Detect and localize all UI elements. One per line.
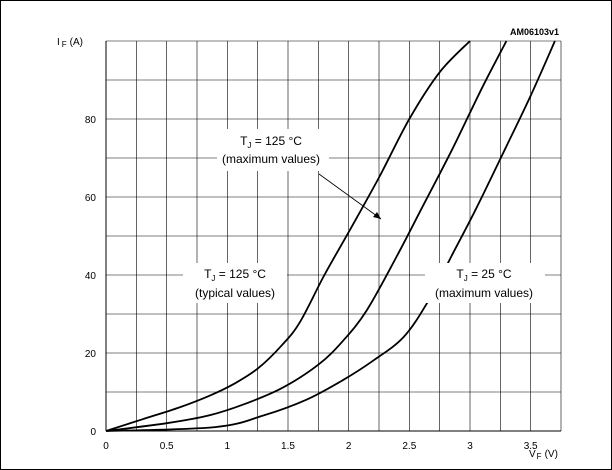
label-bg-maximum-25 [425, 263, 545, 303]
series-label-tj125-maximum: TJ = 125 °C [240, 134, 302, 150]
grid [105, 40, 562, 432]
annotation-leader [318, 173, 382, 220]
label-bg-maximum-125 [217, 129, 329, 171]
series-line-tj125-typical [105, 40, 471, 432]
x-tick-label: 2.5 [402, 441, 416, 452]
y-tick-label: 0 [90, 427, 96, 438]
x-tick-label: 0.5 [160, 441, 174, 452]
y-tick-label: 40 [85, 271, 97, 282]
tick-labels: 0 0.5 1 1.5 2 2.5 3 3.5 0 20 40 60 80 [85, 115, 538, 452]
annotation-arrowhead [373, 212, 381, 219]
y-tick-label: 20 [85, 349, 97, 360]
series-note-tj125-typical: (typical values) [195, 286, 275, 300]
figure-id: AM06103v1 [510, 27, 559, 37]
y-tick-label: 60 [85, 193, 97, 204]
x-tick-label: 2 [346, 441, 352, 452]
series-label-tj125-typical: TJ = 125 °C [204, 267, 266, 283]
x-tick-label: 1.5 [281, 441, 295, 452]
x-tick-label: 1 [225, 441, 231, 452]
y-tick-label: 80 [85, 115, 97, 126]
x-tick-label: 0 [103, 441, 109, 452]
x-tick-label: 3 [467, 441, 473, 452]
series-line-tj125-maximum [105, 40, 508, 432]
series-line-tj25-maximum [105, 40, 556, 432]
series-note-tj125-maximum: (maximum values) [222, 152, 320, 166]
x-tick-label: 3.5 [524, 441, 538, 452]
series-note-tj25-maximum: (maximum values) [435, 286, 533, 300]
label-bg-typical [183, 263, 287, 303]
x-axis-label: VF (V) [529, 449, 558, 461]
curves [105, 40, 556, 432]
y-axis-label: I F (A) [57, 37, 83, 49]
series-label-tj25-maximum: TJ = 25 °C [456, 267, 512, 283]
